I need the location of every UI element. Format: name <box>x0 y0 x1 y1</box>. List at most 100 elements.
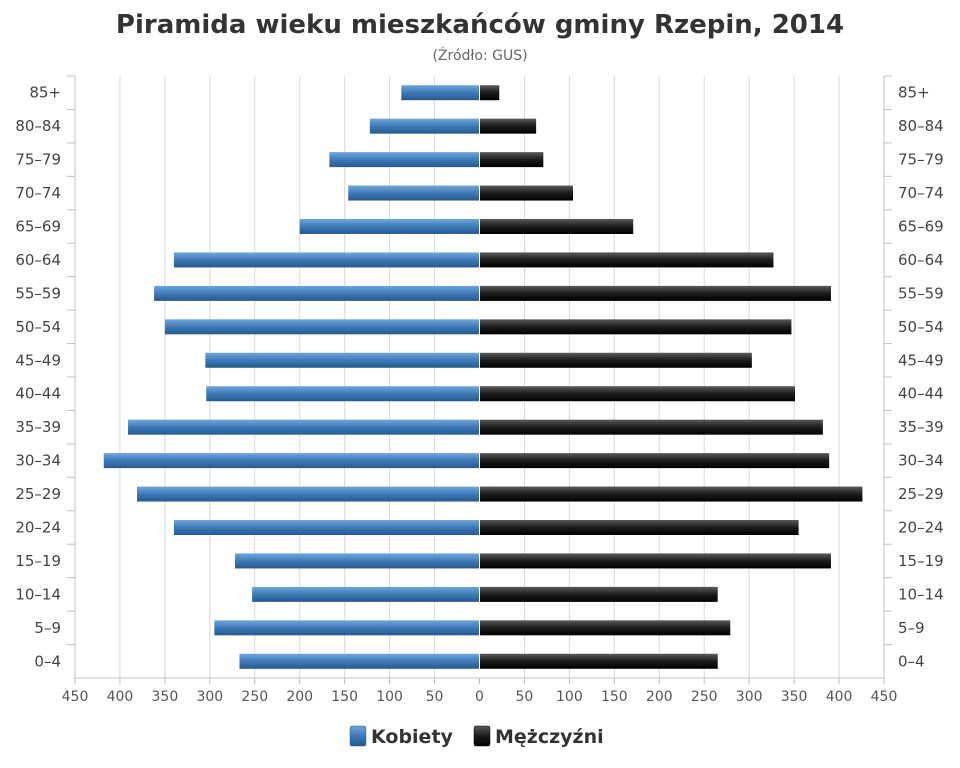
gridlines <box>119 76 840 678</box>
bar-women[interactable] <box>128 419 480 435</box>
x-tick-label: 50 <box>516 689 534 705</box>
bar-women[interactable] <box>369 118 480 134</box>
x-tick-label: 150 <box>601 689 628 705</box>
category-label-right: 50–54 <box>898 318 944 336</box>
bar-women[interactable] <box>214 620 480 636</box>
bar-women[interactable] <box>252 586 480 602</box>
x-tick-label: 200 <box>646 689 673 705</box>
bar-women[interactable] <box>154 285 480 301</box>
bar-men[interactable] <box>479 185 573 201</box>
x-tick-label: 250 <box>691 689 718 705</box>
category-label-right: 5–9 <box>898 619 925 637</box>
category-labels: 85+ 85+ 80–84 80–84 75–79 75–79 70–74 70–74 65–6… <box>15 84 943 671</box>
bar-men[interactable] <box>479 620 731 636</box>
category-label-right: 30–34 <box>898 452 944 470</box>
bar-women[interactable] <box>103 453 480 469</box>
bar-men[interactable] <box>479 319 792 335</box>
category-label-left: 10–14 <box>15 585 61 603</box>
legend-label-women[interactable]: Kobiety <box>371 726 454 748</box>
category-label-left: 15–19 <box>15 552 61 570</box>
x-tick-label: 300 <box>196 689 223 705</box>
x-tick-label: 50 <box>426 689 444 705</box>
category-label-left: 25–29 <box>15 485 61 503</box>
category-label-left: 50–54 <box>15 318 61 336</box>
bar-men[interactable] <box>479 419 823 435</box>
category-label-right: 35–39 <box>898 418 944 436</box>
x-tick-label: 400 <box>826 689 853 705</box>
category-label-right: 40–44 <box>898 385 944 403</box>
bar-men[interactable] <box>479 118 537 134</box>
x-tick-label: 400 <box>107 689 134 705</box>
category-label-right: 45–49 <box>898 351 944 369</box>
category-label-left: 30–34 <box>15 452 61 470</box>
bar-women[interactable] <box>239 653 480 669</box>
x-tick-label: 450 <box>871 689 898 705</box>
legend: Kobiety Mężczyźni <box>349 725 604 748</box>
chart-title: Piramida wieku mieszkańców gminy Rzepin,… <box>116 10 844 40</box>
category-label-left: 35–39 <box>15 418 61 436</box>
bar-women[interactable] <box>205 352 480 368</box>
bar-men[interactable] <box>479 653 718 669</box>
bar-men[interactable] <box>479 219 634 234</box>
category-label-right: 0–4 <box>898 652 925 670</box>
category-label-left: 20–24 <box>15 519 61 537</box>
legend-swatch-women[interactable] <box>349 725 367 747</box>
x-tick-label: 450 <box>62 689 89 705</box>
category-label-left: 55–59 <box>15 284 61 302</box>
bar-women[interactable] <box>329 152 480 168</box>
bar-women[interactable] <box>164 319 480 335</box>
category-label-right: 15–19 <box>898 552 944 570</box>
x-tick-label: 300 <box>736 689 763 705</box>
x-tick-label: 350 <box>781 689 808 705</box>
category-label-left: 85+ <box>29 84 61 102</box>
category-label-right: 85+ <box>898 84 930 102</box>
bar-men[interactable] <box>479 85 500 101</box>
bar-women[interactable] <box>173 520 480 535</box>
bar-men[interactable] <box>479 285 831 301</box>
bar-men[interactable] <box>479 586 718 602</box>
category-label-right: 20–24 <box>898 519 944 537</box>
bar-women[interactable] <box>173 252 480 268</box>
axes <box>67 75 892 684</box>
bar-women[interactable] <box>235 553 480 569</box>
category-label-left: 5–9 <box>34 619 61 637</box>
x-tick-label: 350 <box>152 689 179 705</box>
x-tick-label: 0 <box>475 689 484 705</box>
bar-women[interactable] <box>299 219 480 234</box>
bar-men[interactable] <box>479 453 830 469</box>
bar-men[interactable] <box>479 152 544 168</box>
category-label-right: 65–69 <box>898 218 944 236</box>
category-label-right: 25–29 <box>898 485 944 503</box>
category-label-left: 0–4 <box>34 652 61 670</box>
bar-women[interactable] <box>137 486 480 502</box>
category-label-left: 75–79 <box>15 151 61 169</box>
bar-men[interactable] <box>479 553 831 569</box>
legend-swatch-men[interactable] <box>473 725 491 747</box>
bar-women[interactable] <box>206 386 480 402</box>
bar-men[interactable] <box>479 352 752 368</box>
bar-men[interactable] <box>479 520 799 535</box>
bar-men[interactable] <box>479 386 796 402</box>
category-label-right: 55–59 <box>898 284 944 302</box>
x-tick-label: 150 <box>331 689 358 705</box>
x-tick-label: 200 <box>286 689 313 705</box>
category-label-right: 80–84 <box>898 117 944 135</box>
category-label-right: 70–74 <box>898 184 944 202</box>
category-label-left: 65–69 <box>15 218 61 236</box>
category-label-left: 60–64 <box>15 251 61 269</box>
category-label-left: 40–44 <box>15 385 61 403</box>
bar-women[interactable] <box>401 85 480 101</box>
bar-men[interactable] <box>479 252 774 268</box>
category-label-right: 10–14 <box>898 585 944 603</box>
category-label-right: 60–64 <box>898 251 944 269</box>
bar-men[interactable] <box>479 486 863 502</box>
x-tick-label: 100 <box>556 689 583 705</box>
category-label-right: 75–79 <box>898 151 944 169</box>
bar-women[interactable] <box>348 185 480 201</box>
category-label-left: 80–84 <box>15 117 61 135</box>
legend-label-men[interactable]: Mężczyźni <box>495 726 604 748</box>
x-tick-label: 250 <box>241 689 268 705</box>
bars <box>103 76 863 678</box>
x-tick-label: 100 <box>376 689 403 705</box>
